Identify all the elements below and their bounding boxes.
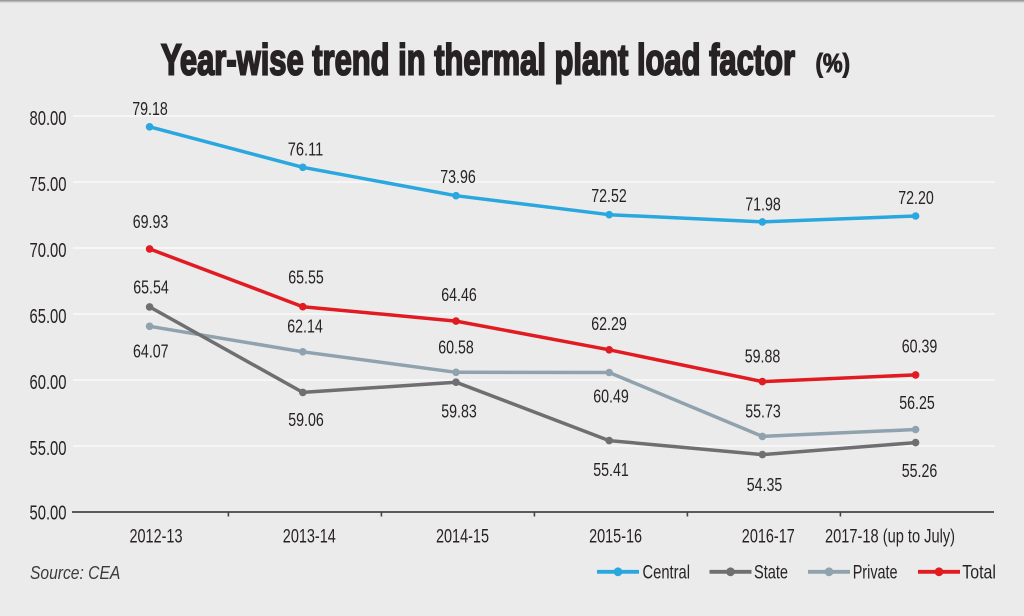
svg-text:59.88: 59.88 bbox=[745, 346, 781, 367]
svg-text:2015-16: 2015-16 bbox=[589, 526, 642, 548]
svg-text:55.26: 55.26 bbox=[902, 460, 938, 481]
svg-text:72.52: 72.52 bbox=[591, 185, 627, 206]
svg-text:75.00: 75.00 bbox=[30, 174, 67, 196]
svg-text:79.18: 79.18 bbox=[132, 98, 168, 119]
svg-text:69.93: 69.93 bbox=[133, 211, 169, 232]
svg-text:64.07: 64.07 bbox=[133, 341, 169, 362]
svg-text:72.20: 72.20 bbox=[898, 187, 934, 208]
svg-text:Private: Private bbox=[853, 562, 898, 584]
svg-text:56.25: 56.25 bbox=[899, 392, 935, 413]
svg-text:55.73: 55.73 bbox=[745, 401, 781, 422]
svg-text:59.83: 59.83 bbox=[441, 401, 477, 422]
svg-text:50.00: 50.00 bbox=[30, 503, 67, 525]
svg-text:80.00: 80.00 bbox=[30, 108, 67, 130]
svg-text:65.54: 65.54 bbox=[133, 277, 169, 298]
svg-text:Central: Central bbox=[643, 562, 691, 584]
svg-text:Year-wise trend in thermal pla: Year-wise trend in thermal plant load fa… bbox=[161, 36, 795, 85]
svg-text:(%): (%) bbox=[816, 48, 851, 78]
svg-text:65.55: 65.55 bbox=[288, 267, 324, 288]
svg-text:55.00: 55.00 bbox=[30, 438, 67, 460]
svg-text:2017-18 (up to July): 2017-18 (up to July) bbox=[825, 526, 955, 548]
svg-text:Source: CEA: Source: CEA bbox=[30, 563, 120, 583]
svg-text:60.39: 60.39 bbox=[902, 336, 938, 357]
svg-text:76.11: 76.11 bbox=[288, 139, 324, 160]
svg-text:State: State bbox=[754, 562, 788, 584]
svg-text:60.00: 60.00 bbox=[30, 372, 67, 394]
svg-text:2014-15: 2014-15 bbox=[436, 526, 489, 548]
svg-text:70.00: 70.00 bbox=[30, 240, 67, 262]
svg-text:60.49: 60.49 bbox=[593, 386, 629, 407]
svg-text:Total: Total bbox=[962, 562, 996, 584]
svg-text:62.29: 62.29 bbox=[591, 313, 627, 334]
svg-text:2016-17: 2016-17 bbox=[742, 526, 795, 548]
svg-text:2013-14: 2013-14 bbox=[283, 526, 336, 548]
svg-text:62.14: 62.14 bbox=[287, 316, 323, 337]
svg-text:60.58: 60.58 bbox=[438, 337, 474, 358]
svg-text:59.06: 59.06 bbox=[288, 409, 324, 430]
svg-text:65.00: 65.00 bbox=[30, 306, 67, 328]
svg-text:55.41: 55.41 bbox=[593, 459, 629, 480]
svg-text:54.35: 54.35 bbox=[747, 474, 783, 495]
svg-text:73.96: 73.96 bbox=[440, 166, 476, 187]
svg-text:64.46: 64.46 bbox=[441, 284, 477, 305]
svg-text:2012-13: 2012-13 bbox=[130, 526, 183, 548]
svg-text:71.98: 71.98 bbox=[745, 194, 781, 215]
